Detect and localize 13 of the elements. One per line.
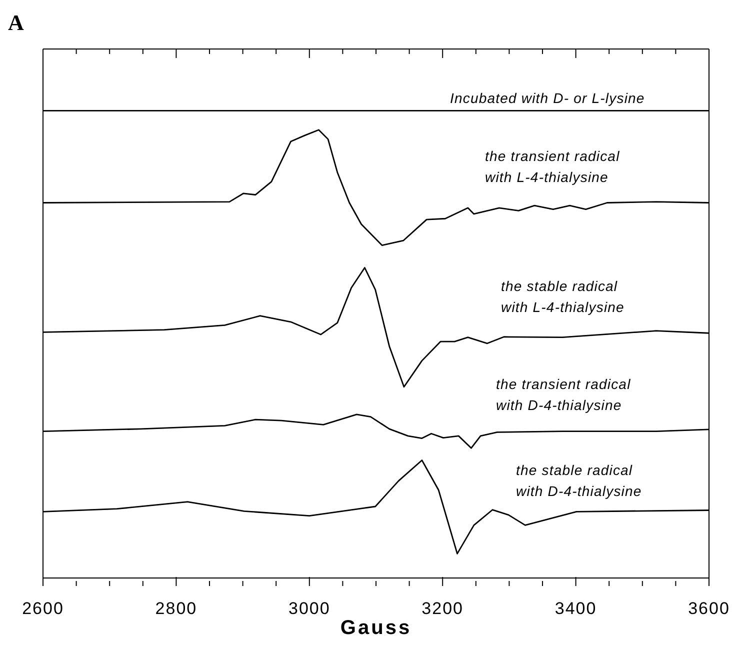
x-axis-title: Gauss bbox=[340, 617, 412, 639]
x-tick-label: 3400 bbox=[554, 599, 597, 618]
series-label: the stable radical with D-4-thialysine bbox=[516, 461, 643, 501]
series-label: Incubated with D- or L-lysine bbox=[450, 89, 646, 108]
series-label: the stable radical with L-4-thialysine bbox=[501, 277, 626, 317]
series-label: the transient radical with D-4-thialysine bbox=[496, 375, 632, 415]
x-tick-label: 2800 bbox=[155, 599, 198, 618]
x-tick-label: 3600 bbox=[688, 599, 730, 618]
chart-title: A bbox=[8, 10, 24, 36]
x-tick-label: 3200 bbox=[422, 599, 464, 618]
x-tick-label: 3000 bbox=[288, 599, 330, 618]
x-tick-label: 2600 bbox=[22, 599, 64, 618]
series-label: the transient radical with L-4-thialysine bbox=[485, 147, 621, 187]
